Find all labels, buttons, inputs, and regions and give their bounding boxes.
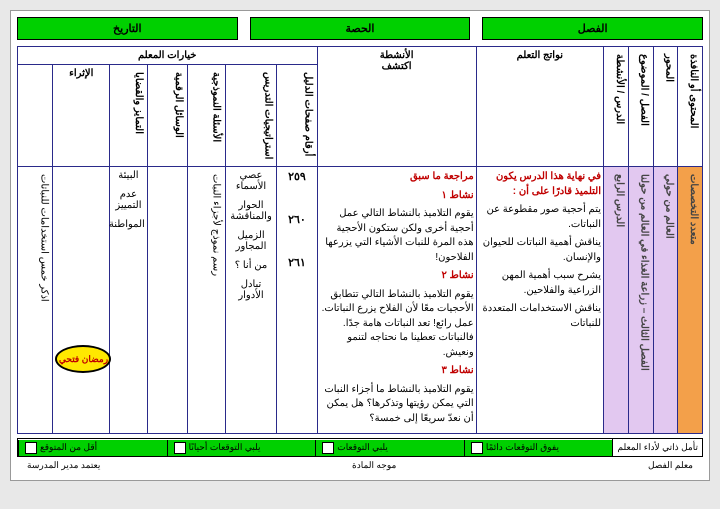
date-cell: التاريخ xyxy=(17,17,238,40)
act-review: مراجعة ما سبق xyxy=(320,170,474,185)
lesson-plan-table: المحتوى أو النافذة المحور الفصل / الموضو… xyxy=(17,46,703,434)
act-n3: نشاط ٣ xyxy=(320,364,474,379)
checkbox-icon[interactable] xyxy=(322,442,334,454)
sign-principal: يعتمد مدير المدرسة xyxy=(27,460,100,471)
activities-cell: مراجعة ما سبق نشاط ١ يقوم التلاميذ بالنش… xyxy=(317,167,476,434)
v-questions: رسم نموذج لأجزاء النبات xyxy=(210,170,223,280)
self-assessment-row: تأمل ذاتي لأداء المعلم يفوق التوقعات دائ… xyxy=(17,438,703,457)
v-enrich: اذكر خمس استخدامات للنباتات xyxy=(37,170,50,306)
pages-cell: ٢٥٩ ٢٦٠ ٢٦١ xyxy=(277,167,317,434)
outcome-item: يتم أحجية صور مقطوعة عن النباتات. xyxy=(479,203,601,232)
strategy-item: من أنا ؟ xyxy=(228,260,275,271)
v-content: متعدد التخصصات xyxy=(687,170,700,249)
hdr-content: المحتوى أو النافذة xyxy=(687,50,700,132)
v-lesson: الدرس الرابع xyxy=(613,170,626,231)
act-n2: نشاط ٢ xyxy=(320,269,474,284)
strategy-item: تبادل الأدوار xyxy=(228,279,275,301)
sign-supervisor: موجه المادة xyxy=(352,460,396,471)
rating-opt-2[interactable]: يلبي التوقعات xyxy=(315,440,464,456)
hdr-strategies: استراتيجيات التدريس xyxy=(261,68,274,163)
strategy-item: عصي الأسماء xyxy=(228,170,275,192)
diff-item: عدم التمييز xyxy=(112,189,145,211)
top-header-row: الفصل الحصة التاريخ xyxy=(17,17,703,40)
hdr-enrich: الإثراء xyxy=(53,65,110,167)
hdr-pages: أرقام صفحات الدليل xyxy=(302,68,315,160)
hdr-axis: المحور xyxy=(662,50,675,86)
hdr-activities: الأنشطة اكتشف xyxy=(317,47,476,167)
body-row: متعدد التخصصات العالم من حولي الفصل الثا… xyxy=(18,167,703,434)
page-num: ٢٥٩ xyxy=(279,170,314,183)
hdr-tools: الوسائل الرقمية xyxy=(172,68,185,142)
outcome-item: يناقش الاستخدامات المتعددة للنباتات xyxy=(479,302,601,331)
class-cell: الفصل xyxy=(482,17,703,40)
outcome-item: يشرح سبب أهمية المهن الزراعية والفلاحين. xyxy=(479,269,601,298)
footer-label: تأمل ذاتي لأداء المعلم xyxy=(612,439,702,456)
header-row: المحتوى أو النافذة المحور الفصل / الموضو… xyxy=(18,47,703,65)
hdr-lesson: الدرس / الأنشطة xyxy=(613,50,626,128)
diff-item: المواطنة xyxy=(112,219,145,230)
period-cell: الحصة xyxy=(250,17,471,40)
act-t2: يقوم التلاميذ بالنشاط التالي تتطابق الأح… xyxy=(320,288,474,361)
rating-opt-1[interactable]: يفوق التوقعات دائمًا xyxy=(464,440,613,456)
act-t1: يقوم التلاميذ بالنشاط التالي عمل أحجية أ… xyxy=(320,207,474,265)
act-t3: يقوم التلاميذ بالنشاط ما أجزاء النبات ال… xyxy=(320,383,474,427)
strategy-item: الزميل المجاور xyxy=(228,230,275,252)
act-n1: نشاط ١ xyxy=(320,189,474,204)
rating-opt-4[interactable]: أقل من المتوقع xyxy=(18,440,167,456)
hdr-extra xyxy=(18,65,53,167)
diff-cell: البيئة عدم التمييز المواطنة xyxy=(110,167,148,434)
hdr-diff: التمايز والقضايا xyxy=(132,68,145,138)
page-num: ٢٦٠ xyxy=(279,213,314,226)
signature-row: معلم الفصل موجه المادة يعتمد مدير المدرس… xyxy=(17,457,703,474)
checkbox-icon[interactable] xyxy=(174,442,186,454)
diff-item: البيئة xyxy=(112,170,145,181)
checkbox-icon[interactable] xyxy=(471,442,483,454)
strategy-item: الحوار والمناقشة xyxy=(228,200,275,222)
hdr-chapter: الفصل / الموضوع xyxy=(638,50,651,130)
sign-teacher: معلم الفصل xyxy=(648,460,693,471)
hdr-outcomes: نواتج التعلم xyxy=(476,47,603,167)
checkbox-icon[interactable] xyxy=(25,442,37,454)
v-axis: العالم من حولي xyxy=(662,170,675,243)
v-chapter: الفصل الثالث – زراعة الغذاء في العالم من… xyxy=(638,170,651,375)
hdr-teacher-options: خيارات المعلم xyxy=(18,47,318,65)
strategies-cell: عصي الأسماء الحوار والمناقشة الزميل المج… xyxy=(225,167,277,434)
hdr-questions: الأسئلة النموذجية xyxy=(210,68,223,146)
outcomes-lead: في نهاية هذا الدرس يكون التلميذ قادرًا ع… xyxy=(496,171,601,197)
page-num: ٢٦١ xyxy=(279,256,314,269)
outcomes-cell: في نهاية هذا الدرس يكون التلميذ قادرًا ع… xyxy=(476,167,603,434)
author-badge: رمضان فتحي xyxy=(55,345,111,373)
tools-cell xyxy=(147,167,187,434)
outcome-item: يناقش أهمية النباتات للحيوان والإنسان. xyxy=(479,236,601,265)
lesson-plan-page: الفصل الحصة التاريخ المحتوى أو النافذة ا… xyxy=(10,10,710,481)
rating-opt-3[interactable]: يلبي التوقعات أحيانًا xyxy=(167,440,316,456)
enrich-cell: رمضان فتحي xyxy=(53,167,110,434)
